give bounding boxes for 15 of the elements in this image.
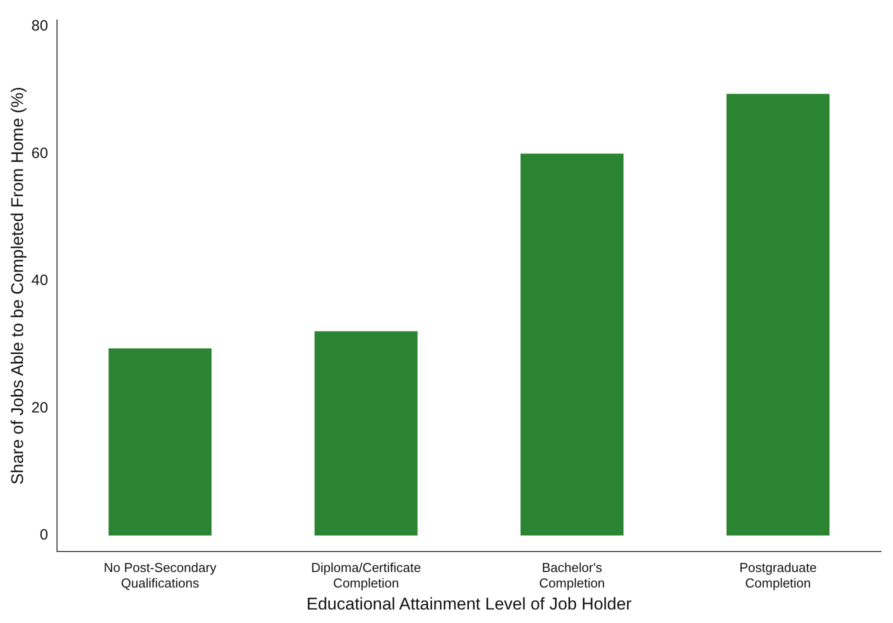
x-axis-title: Educational Attainment Level of Job Holder xyxy=(306,594,632,614)
bar xyxy=(108,348,212,536)
x-tick-label: Diploma/Certificate Completion xyxy=(311,560,421,590)
bar xyxy=(520,154,624,536)
y-tick-label: 0 xyxy=(40,526,48,544)
bar xyxy=(726,94,830,536)
y-axis-title: Share of Jobs Able to be Completed From Home (%) xyxy=(8,86,27,485)
x-tick-label: Bachelor's Completion xyxy=(539,560,605,590)
y-tick-label: 60 xyxy=(31,144,48,162)
bar xyxy=(314,331,418,536)
y-tick-label: 80 xyxy=(31,18,48,35)
y-tick-label: 20 xyxy=(31,399,48,416)
x-tick-label: Postgraduate Completion xyxy=(739,560,817,590)
y-tick-label: 40 xyxy=(31,272,48,290)
x-tick-label: No Post-Secondary Qualifications xyxy=(104,560,217,590)
